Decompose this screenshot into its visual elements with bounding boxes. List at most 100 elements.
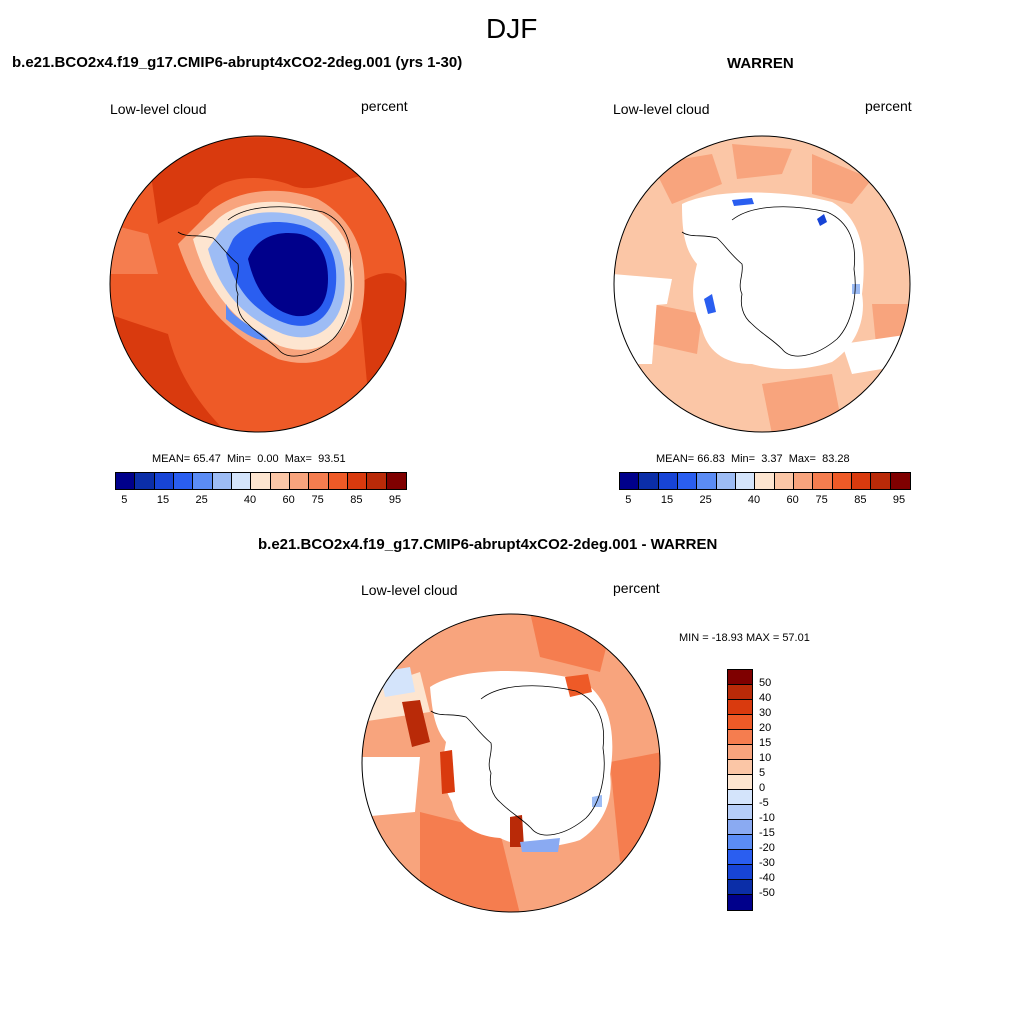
- panel1-colorbar-labels: 5 15 25 40 60 75 85 95: [115, 494, 405, 508]
- colorbar-label: -20: [759, 842, 775, 854]
- panel3-coastline: [430, 685, 605, 836]
- colorbar-label: 85: [854, 494, 867, 506]
- colorbar-box: [755, 473, 775, 489]
- colorbar-label: 40: [243, 494, 257, 506]
- colorbar-box: [813, 473, 833, 489]
- colorbar-label: 75: [311, 494, 324, 506]
- colorbar-box: [774, 473, 794, 489]
- colorbar-box: [890, 473, 910, 489]
- panel3-colorbar: [727, 669, 753, 911]
- colorbar-label: 75: [815, 494, 828, 506]
- colorbar-box: [135, 473, 155, 489]
- panel3-polar-map: [361, 613, 661, 913]
- colorbar-label: 25: [195, 494, 208, 506]
- panel2-colorbar-labels: 5 15 25 40 60 75 85 95: [619, 494, 909, 508]
- panel2-variable: Low-level cloud: [613, 101, 710, 117]
- colorbar-box: [728, 715, 752, 730]
- colorbar-box: [728, 775, 752, 790]
- colorbar-box: [728, 835, 752, 850]
- colorbar-box: [728, 880, 752, 895]
- colorbar-box: [154, 473, 174, 489]
- colorbar-box: [728, 865, 752, 880]
- colorbar-box: [728, 850, 752, 865]
- panel1-colorbar: [115, 472, 407, 490]
- panel2-polar-map: [613, 135, 911, 433]
- colorbar-box: [728, 730, 752, 745]
- colorbar-label: 10: [759, 752, 772, 764]
- colorbar-label: 95: [892, 494, 906, 506]
- colorbar-label: 60: [786, 494, 799, 506]
- colorbar-box: [716, 473, 736, 489]
- colorbar-label: 85: [350, 494, 363, 506]
- colorbar-box: [620, 473, 640, 489]
- colorbar-box: [728, 895, 752, 910]
- colorbar-label: 15: [759, 737, 772, 749]
- colorbar-box: [328, 473, 348, 489]
- colorbar-label: 15: [156, 494, 170, 506]
- colorbar-box: [367, 473, 387, 489]
- panel3-colorbar-labels: 50 40 30 20 15 10 5 0 -5 -10 -15 -20 -30 -40 -50: [757, 669, 797, 909]
- colorbar-box: [212, 473, 232, 489]
- panel1-variable: Low-level cloud: [110, 101, 207, 117]
- colorbar-box: [173, 473, 194, 489]
- colorbar-label: 5: [759, 767, 766, 779]
- panel2-coastline: [681, 206, 856, 357]
- panel1-units: percent: [361, 98, 408, 114]
- figure-title: DJF: [486, 13, 538, 44]
- colorbar-box: [270, 473, 290, 489]
- colorbar-label: 40: [759, 692, 772, 704]
- panel2-units: percent: [865, 98, 912, 114]
- colorbar-label: 25: [699, 494, 712, 506]
- colorbar-box: [728, 745, 752, 760]
- colorbar-label: 5: [121, 494, 128, 506]
- colorbar-label: 95: [388, 494, 402, 506]
- panel1-title: b.e21.BCO2x4.f19_g17.CMIP6-abrupt4xCO2-2…: [12, 54, 463, 71]
- panel1-stats: MEAN= 65.47 Min= 0.00 Max= 93.51: [152, 453, 346, 465]
- colorbar-box: [728, 700, 752, 715]
- panel2-colorbar: [619, 472, 911, 490]
- colorbar-label: 30: [759, 707, 772, 719]
- panel3-units: percent: [613, 580, 660, 596]
- colorbar-box: [735, 473, 756, 489]
- colorbar-box: [658, 473, 678, 489]
- panel1-coastline: [177, 206, 352, 357]
- colorbar-box: [309, 473, 329, 489]
- colorbar-box: [728, 670, 752, 685]
- colorbar-label: -10: [759, 812, 775, 824]
- colorbar-box: [116, 473, 136, 489]
- colorbar-label: 50: [759, 677, 772, 689]
- colorbar-box: [289, 473, 310, 489]
- panel3-variable: Low-level cloud: [361, 582, 458, 598]
- colorbar-label: 60: [282, 494, 295, 506]
- colorbar-label: 0: [759, 782, 766, 794]
- colorbar-label: -50: [759, 887, 775, 899]
- colorbar-box: [793, 473, 814, 489]
- panel2-title: WARREN: [727, 55, 794, 72]
- panel3-title: b.e21.BCO2x4.f19_g17.CMIP6-abrupt4xCO2-2…: [258, 536, 718, 553]
- colorbar-box: [728, 805, 752, 820]
- panel2-stats: MEAN= 66.83 Min= 3.37 Max= 83.28: [656, 453, 850, 465]
- colorbar-box: [728, 820, 752, 835]
- colorbar-label: 5: [625, 494, 632, 506]
- colorbar-box: [231, 473, 252, 489]
- colorbar-label: 20: [759, 722, 772, 734]
- colorbar-box: [728, 790, 752, 805]
- colorbar-label: 40: [747, 494, 761, 506]
- colorbar-box: [193, 473, 213, 489]
- colorbar-label: 15: [660, 494, 674, 506]
- colorbar-box: [386, 473, 406, 489]
- panel1-polar-map: [109, 135, 407, 433]
- colorbar-label: -40: [759, 872, 775, 884]
- colorbar-label: -5: [759, 797, 769, 809]
- colorbar-box: [851, 473, 872, 489]
- colorbar-box: [347, 473, 368, 489]
- colorbar-box: [639, 473, 659, 489]
- colorbar-box: [728, 760, 752, 775]
- colorbar-box: [832, 473, 852, 489]
- panel3-minmax: MIN = -18.93 MAX = 57.01: [679, 632, 810, 644]
- colorbar-label: -30: [759, 857, 775, 869]
- colorbar-box: [251, 473, 271, 489]
- colorbar-box: [728, 685, 752, 700]
- colorbar-box: [871, 473, 891, 489]
- colorbar-box: [677, 473, 698, 489]
